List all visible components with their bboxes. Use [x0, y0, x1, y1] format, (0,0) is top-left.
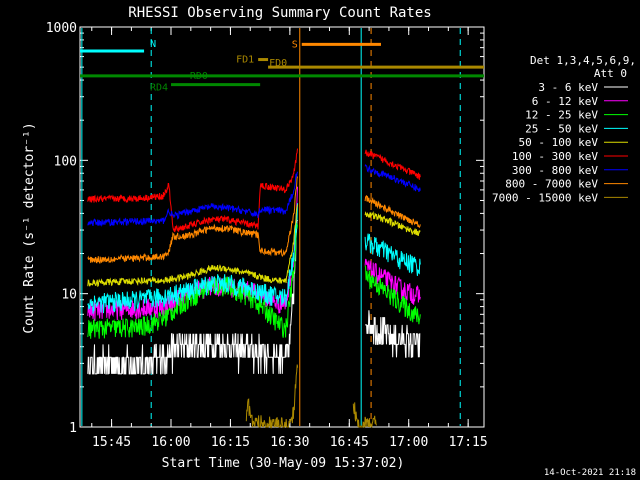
series-line — [245, 364, 299, 429]
legend-entry-label: 6 - 12 keV — [532, 95, 599, 108]
series-line — [364, 163, 421, 193]
x-tick-label: 15:45 — [92, 435, 131, 450]
legend-entry-label: 50 - 100 keV — [519, 136, 599, 149]
y-tick-label: 100 — [54, 154, 77, 169]
flag-label: N — [150, 39, 156, 50]
chart-title: RHESSI Observing Summary Count Rates — [128, 5, 431, 21]
x-tick-label: 16:00 — [151, 435, 190, 450]
series-line — [87, 148, 298, 233]
series-line — [365, 310, 421, 358]
x-tick-label: 17:00 — [389, 435, 428, 450]
series-line — [364, 149, 421, 180]
x-tick-label: 16:15 — [211, 435, 250, 450]
y-tick-label: 10 — [61, 288, 77, 303]
x-tick-label: 16:30 — [270, 435, 309, 450]
legend-title-line-2: Att 0 — [594, 67, 627, 80]
series-line — [364, 258, 421, 305]
y-axis-label: Count Rate (s⁻¹ detector⁻¹) — [22, 122, 37, 333]
y-tick-label: 1 — [69, 421, 77, 436]
series-line — [352, 402, 378, 428]
y-tick-label: 1000 — [46, 21, 77, 36]
x-tick-label: 16:45 — [330, 435, 369, 450]
plot-frame — [79, 26, 485, 428]
series-line — [364, 211, 421, 236]
flag-label: RD0 — [190, 71, 208, 82]
series-line — [87, 176, 298, 265]
legend-entry-label: 800 - 7000 keV — [505, 178, 598, 191]
legend-entry-label: 3 - 6 keV — [538, 81, 598, 94]
series-line — [87, 203, 298, 314]
series-line — [87, 204, 298, 288]
flag-label: RD4 — [150, 83, 168, 94]
series-line — [364, 194, 421, 229]
series-line — [87, 219, 298, 375]
series-line — [364, 265, 421, 325]
flag-label: FD1 — [236, 55, 254, 66]
plot-area: 1 10 100 1000 15:45 16:00 16:15 16:30 16:45 17:00… — [46, 21, 488, 450]
x-tick-label: 17:15 — [449, 435, 488, 450]
series-line — [87, 171, 298, 228]
legend-entry-label: 100 - 300 keV — [512, 150, 598, 163]
legend-entry-label: 300 - 800 keV — [512, 164, 598, 177]
series-line — [364, 233, 421, 277]
legend-entry-label: 25 - 50 keV — [525, 122, 598, 135]
footer-timestamp: 14-Oct-2021 21:18 — [544, 468, 636, 478]
legend-entry-label: 7000 - 15000 keV — [492, 191, 598, 204]
flag-label: S — [292, 39, 298, 50]
legend-title-line-1: Det 1,3,4,5,6,9, — [530, 54, 636, 67]
x-axis-label: Start Time (30-May-09 15:37:02) — [162, 456, 405, 471]
legend-entry-label: 12 - 25 keV — [525, 109, 598, 122]
flag-label: FD0 — [269, 58, 287, 69]
